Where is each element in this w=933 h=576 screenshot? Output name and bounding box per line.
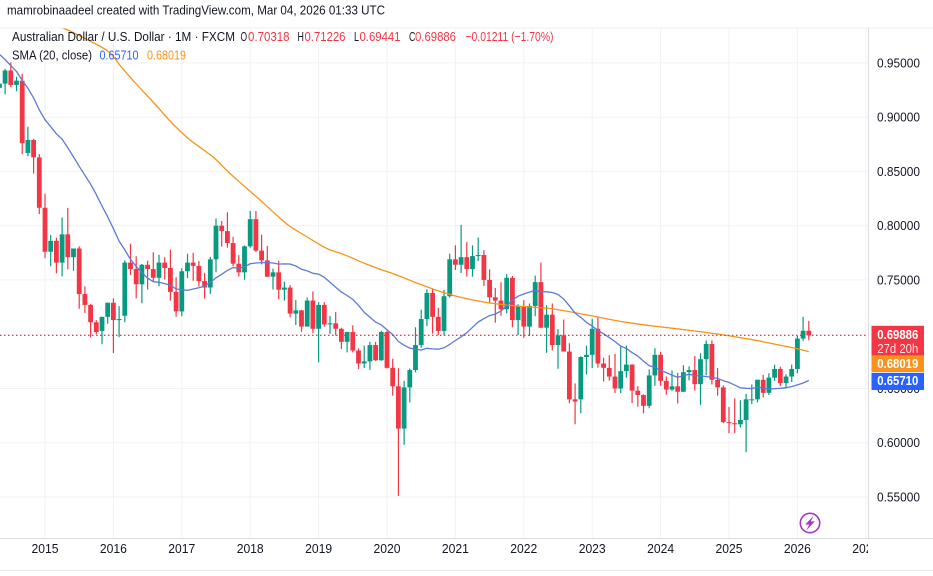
svg-text:0.69441: 0.69441: [360, 29, 401, 44]
svg-text:0.60000: 0.60000: [877, 435, 920, 450]
svg-text:2019: 2019: [305, 541, 332, 556]
svg-text:2016: 2016: [100, 541, 127, 556]
svg-text:2024: 2024: [647, 541, 674, 556]
svg-text:2018: 2018: [237, 541, 264, 556]
svg-text:H: H: [298, 29, 304, 44]
svg-text:0.71226: 0.71226: [305, 29, 346, 44]
svg-text:2023: 2023: [579, 541, 606, 556]
svg-text:SMA (20, close): SMA (20, close): [12, 48, 92, 63]
svg-text:0.75000: 0.75000: [877, 272, 920, 287]
svg-text:0.65710: 0.65710: [877, 373, 918, 388]
svg-text:0.95000: 0.95000: [877, 55, 920, 70]
svg-text:mamrobinaadeel created with Tr: mamrobinaadeel created with TradingView.…: [7, 3, 385, 18]
svg-text:27d 20h: 27d 20h: [877, 341, 918, 356]
svg-text:2025: 2025: [716, 541, 743, 556]
svg-text:0.90000: 0.90000: [877, 110, 920, 125]
svg-text:2015: 2015: [32, 541, 59, 556]
svg-text:2021: 2021: [442, 541, 469, 556]
svg-text:0.69886: 0.69886: [877, 327, 918, 342]
svg-text:2026: 2026: [784, 541, 811, 556]
svg-text:−0.01211 (−1.70%): −0.01211 (−1.70%): [466, 29, 554, 44]
svg-text:2022: 2022: [510, 541, 537, 556]
svg-text:O: O: [241, 29, 248, 44]
svg-text:0.80000: 0.80000: [877, 218, 920, 233]
svg-text:0.69886: 0.69886: [415, 29, 456, 44]
svg-text:2027: 2027: [852, 541, 879, 556]
svg-text:C: C: [409, 29, 415, 44]
svg-text:2017: 2017: [168, 541, 195, 556]
svg-text:0.85000: 0.85000: [877, 164, 920, 179]
svg-text:0.65710: 0.65710: [100, 48, 139, 63]
svg-text:0.55000: 0.55000: [877, 490, 920, 505]
svg-text:0.68019: 0.68019: [877, 356, 918, 371]
svg-text:Australian Dollar / U.S. Dolla: Australian Dollar / U.S. Dollar · 1M · F…: [12, 29, 235, 44]
svg-text:0.68019: 0.68019: [147, 48, 186, 63]
svg-text:2020: 2020: [374, 541, 401, 556]
svg-text:L: L: [354, 29, 359, 44]
svg-text:0.70318: 0.70318: [248, 29, 290, 44]
